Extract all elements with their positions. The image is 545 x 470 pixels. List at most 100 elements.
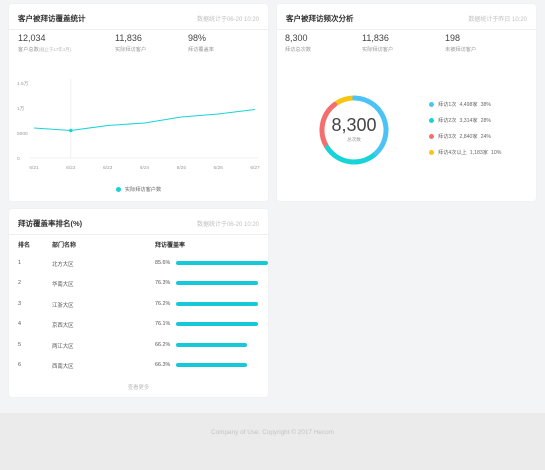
card-timestamp: 数据统计于06-20 10:20 xyxy=(196,17,259,23)
rank-cell: 4 xyxy=(18,321,21,328)
coverage-bar xyxy=(176,363,268,367)
stat-value: 11,836 xyxy=(362,33,389,43)
stat-label: 实际拜访客户 xyxy=(115,47,147,53)
legend-dot-icon xyxy=(429,118,434,124)
x-tick-label: 6/23 xyxy=(103,165,113,171)
table-row: 5 两江大区 66.2% xyxy=(9,342,268,362)
donut-legend-item: 拜访4次以上 1,183家 10% xyxy=(429,149,504,156)
stat-note: (截止于17年4月) xyxy=(38,47,71,52)
coverage-bar xyxy=(176,281,268,286)
rank-cell: 5 xyxy=(18,341,21,348)
donut-center-value: 8,300 xyxy=(331,115,376,135)
y-tick-label: 0 xyxy=(17,156,20,162)
x-tick-label: 6/21 xyxy=(29,165,39,171)
chart-legend: 实际拜访客户数 xyxy=(9,186,268,193)
stat-visited-customers: 11,836 实际拜访客户 xyxy=(115,33,146,53)
legend-dot-icon xyxy=(429,150,434,156)
donut-slice[interactable] xyxy=(352,95,389,156)
dept-cell: 西南大区 xyxy=(52,364,74,370)
rate-cell: 76.1% xyxy=(155,321,171,328)
stat-value: 8,300 xyxy=(285,33,308,43)
stat-label: 实际拜访客户 xyxy=(362,47,394,53)
stat-total-customers: 12,034 客户总数(截止于17年4月) xyxy=(18,33,71,53)
donut-legend-item: 拜访3次 2,840家 24% xyxy=(429,133,494,140)
series-line xyxy=(33,108,256,132)
legend-percent: 38% xyxy=(480,102,492,108)
y-tick-label: 1.5万 xyxy=(17,81,29,87)
frequency-card: 客户被拜访频次分析 数据统计于昨日 10:20 8,300 拜访总次数 11,8… xyxy=(277,4,536,201)
coverage-bar-fill xyxy=(176,322,258,327)
card-header: 客户被拜访覆盖统计 数据统计于06-20 10:20 xyxy=(9,4,268,30)
donut-slice[interactable] xyxy=(333,95,356,107)
x-tick-label: 6/24 xyxy=(140,165,150,171)
donut-slice[interactable] xyxy=(319,101,338,150)
legend-dot-icon xyxy=(115,187,121,193)
legend-count: 1,183家 xyxy=(469,150,488,156)
stat-label: 拜访总次数 xyxy=(285,47,311,53)
legend-label: 拜访1次 xyxy=(438,102,457,108)
stat-label: 客户总数(截止于17年4月) xyxy=(18,47,71,53)
ranking-card: 拜访覆盖率排名(%) 数据统计于06-20 10:20 排名 部门名称 拜访覆盖… xyxy=(9,209,268,397)
page-footer: Company of Use. Copyright © 2017 Hecom xyxy=(0,413,545,470)
x-tick-label: 6/25 xyxy=(177,165,187,171)
column-header-rank: 排名 xyxy=(18,243,31,249)
card-header: 客户被拜访频次分析 数据统计于昨日 10:20 xyxy=(277,4,536,30)
table-row: 3 江浙大区 76.2% xyxy=(9,301,268,321)
legend-count: 3,314家 xyxy=(459,118,478,124)
rank-cell: 6 xyxy=(18,362,21,368)
card-header: 拜访覆盖率排名(%) 数据统计于06-20 10:20 xyxy=(9,209,268,235)
coverage-bar-fill xyxy=(176,301,258,306)
stat-label: 未被拜访客户 xyxy=(445,47,477,53)
stat-value: 98% xyxy=(188,33,207,43)
coverage-bar-fill xyxy=(176,261,268,265)
legend-dot-icon xyxy=(429,134,434,140)
table-row: 2 华南大区 76.3% xyxy=(9,280,268,300)
card-title: 客户被拜访频次分析 xyxy=(286,14,354,23)
donut-legend-item: 拜访2次 3,314家 28% xyxy=(429,117,494,124)
coverage-bar xyxy=(176,342,268,347)
card-title: 客户被拜访覆盖统计 xyxy=(18,14,86,23)
stat-unvisited-customers: 198 未被拜访客户 xyxy=(445,33,476,53)
rate-cell: 66.2% xyxy=(155,341,171,348)
dept-cell: 京西大区 xyxy=(52,323,74,330)
donut-center-label: 总次数 xyxy=(347,136,361,143)
x-tick-label: 6/22 xyxy=(66,165,76,171)
coverage-bar xyxy=(176,261,268,265)
copyright-text: Company of Use. Copyright © 2017 Hecom xyxy=(211,429,334,436)
legend-count: 4,498家 xyxy=(459,102,478,108)
rank-cell: 3 xyxy=(18,300,21,307)
stat-value: 12,034 xyxy=(18,33,46,43)
legend-percent: 24% xyxy=(480,134,492,140)
view-more-link[interactable]: 查看更多 xyxy=(127,385,150,391)
column-header-dept: 部门名称 xyxy=(52,243,77,249)
dept-cell: 北方大区 xyxy=(52,262,74,268)
dept-cell: 华南大区 xyxy=(52,282,74,289)
stat-coverage-rate: 98% 拜访覆盖率 xyxy=(188,33,214,53)
legend-label: 拜访3次 xyxy=(438,134,457,140)
rank-cell: 2 xyxy=(18,280,21,287)
visits-line-chart: 0 5000 1万 1.5万 6/21 6/22 6/23 6/24 6/25 6/26 6/27 xyxy=(17,79,260,171)
card-timestamp: 数据统计于昨日 10:20 xyxy=(468,17,527,23)
card-timestamp: 数据统计于06-20 10:20 xyxy=(196,222,259,228)
legend-count: 2,840家 xyxy=(459,134,478,140)
donut-legend-item: 拜访1次 4,498家 38% xyxy=(429,101,494,108)
legend-percent: 10% xyxy=(491,150,502,156)
y-tick-label: 5000 xyxy=(17,131,28,137)
data-point[interactable] xyxy=(69,128,73,133)
frequency-donut-chart: 8,300 总次数 xyxy=(319,95,389,165)
rate-cell: 76.2% xyxy=(155,300,171,307)
stat-visited-customers: 11,836 实际拜访客户 xyxy=(362,33,393,53)
table-row: 6 西南大区 66.3% xyxy=(9,362,268,382)
stat-total-visits: 8,300 拜访总次数 xyxy=(285,33,311,53)
x-tick-label: 6/26 xyxy=(213,165,223,171)
legend-percent: 28% xyxy=(480,118,492,124)
y-tick-label: 1万 xyxy=(17,106,25,112)
coverage-bar-fill xyxy=(176,363,248,367)
stat-value: 11,836 xyxy=(115,33,142,43)
rate-cell: 66.3% xyxy=(155,362,171,368)
donut-slice[interactable] xyxy=(324,145,378,165)
rank-cell: 1 xyxy=(18,260,21,266)
table-row: 1 北方大区 85.6% xyxy=(9,260,268,280)
column-header-rate: 拜访覆盖率 xyxy=(155,243,186,249)
stat-value: 198 xyxy=(445,33,461,43)
